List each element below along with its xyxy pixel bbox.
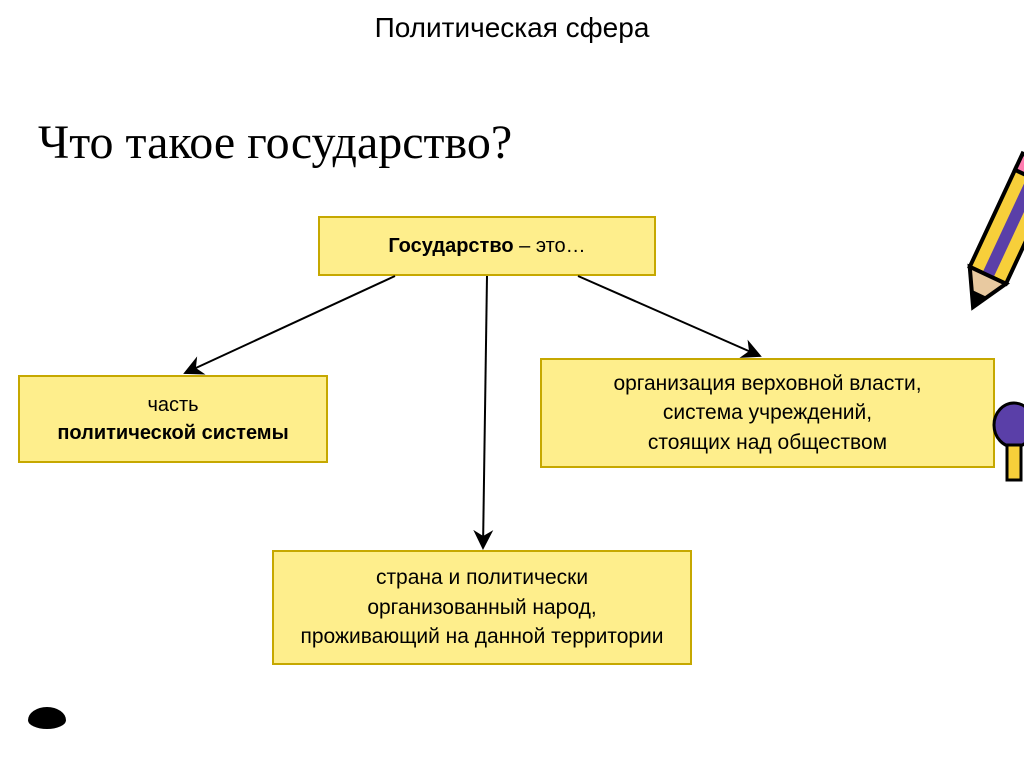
box-left-line1: часть xyxy=(147,391,198,419)
box-root-rest: – это… xyxy=(514,235,586,257)
question-heading: Что такое государство? xyxy=(38,115,512,170)
box-bottom-line3: проживающий на данной территории xyxy=(300,622,663,651)
box-left: часть политической системы xyxy=(18,375,328,463)
box-root-bold: Государство xyxy=(388,235,513,257)
box-right-line2: система учреждений, xyxy=(663,398,872,427)
box-left-bold: политической системы xyxy=(57,419,288,447)
box-root-text: Государство – это… xyxy=(388,232,585,260)
pencil-icon xyxy=(930,129,1024,330)
box-bottom: страна и политически организованный наро… xyxy=(272,550,692,665)
page-title: Политическая сфера xyxy=(0,12,1024,44)
box-root: Государство – это… xyxy=(318,216,656,276)
arrow-to-left xyxy=(185,276,395,373)
box-right: организация верховной власти, система уч… xyxy=(540,358,995,468)
arrow-to-bottom xyxy=(483,276,487,548)
dot-deco-icon xyxy=(28,707,66,729)
small-deco-icon xyxy=(989,400,1024,490)
box-bottom-line2: организованный народ, xyxy=(367,593,596,622)
box-right-line3: стоящих над обществом xyxy=(648,428,887,457)
box-bottom-line1: страна и политически xyxy=(376,563,588,592)
arrow-to-right xyxy=(578,276,760,356)
box-right-line1: организация верховной власти, xyxy=(613,369,921,398)
